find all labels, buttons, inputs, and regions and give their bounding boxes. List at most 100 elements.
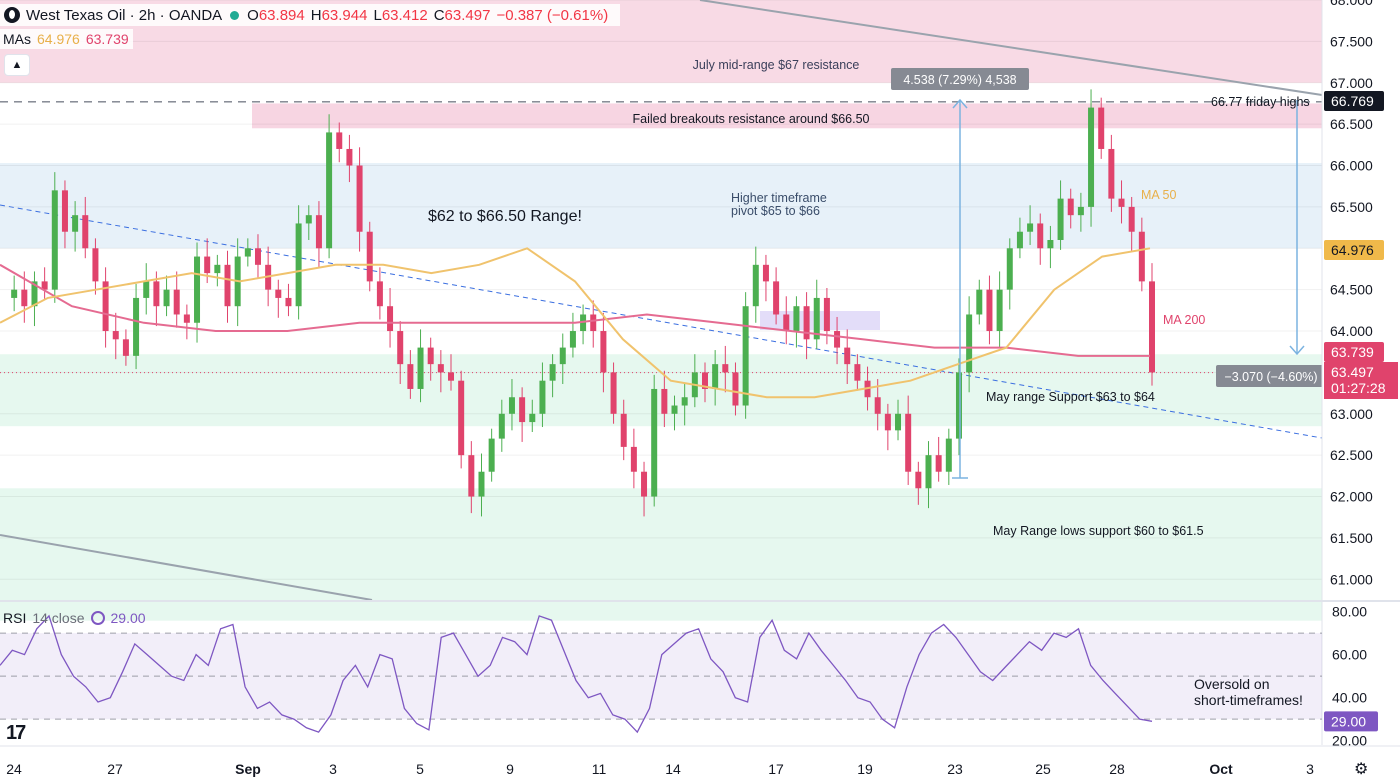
candle-body — [854, 364, 861, 381]
rsi-badge — [1324, 711, 1378, 732]
last-price-text: 63.497 — [1331, 364, 1374, 380]
rsi-badge-text: 29.00 — [1331, 713, 1366, 729]
candle-body — [305, 215, 312, 224]
candle-body — [590, 314, 597, 332]
symbol-title[interactable]: West Texas Oil · 2h · OANDA — [26, 6, 223, 24]
candle-body — [153, 281, 160, 307]
ma200-label: MA 200 — [1163, 313, 1205, 327]
candle-body — [783, 314, 790, 332]
candle-body — [21, 289, 28, 307]
price-badge — [1324, 342, 1384, 362]
price-tick-label: 62.500 — [1330, 447, 1373, 463]
candle-body — [955, 372, 962, 439]
candle-body — [701, 372, 708, 389]
price-tick-label: 64.500 — [1330, 282, 1373, 298]
rsi-legend[interactable]: RSI 14 close 29.00 — [3, 610, 146, 626]
low-value: 63.412 — [381, 6, 428, 24]
failed-breakouts-label: Failed breakouts resistance around $66.5… — [633, 112, 870, 126]
candle-body — [366, 231, 373, 282]
pivot-label: pivot $65 to $66 — [731, 204, 820, 218]
price-badge-text: 64.976 — [1331, 242, 1374, 258]
time-tick-label: 27 — [107, 761, 123, 777]
candle-body — [82, 215, 89, 249]
price-tick-label: 61.000 — [1330, 571, 1373, 587]
candle-body — [620, 413, 627, 447]
measure-up-text: 4.538 (7.29%) 4,538 — [903, 73, 1016, 87]
july-resistance-label: July mid-range $67 resistance — [693, 58, 860, 72]
high-value: 63.944 — [321, 6, 368, 24]
open-value: 63.894 — [258, 6, 305, 24]
candle-body — [539, 380, 546, 414]
price-tick-label: 67.000 — [1330, 75, 1373, 91]
zone-5 — [0, 488, 1322, 621]
ma-legend[interactable]: MAs 64.976 63.739 — [0, 29, 133, 49]
rsi-pane[interactable]: 20.00 40.00 60.00 80.00 29.00 Oversold onshor… — [0, 600, 1400, 749]
chevron-up-icon: ▲ — [11, 59, 23, 71]
candle-body — [549, 364, 556, 381]
candle-body — [630, 446, 637, 472]
candle-body — [315, 215, 322, 249]
change-value: −0.387 (−0.61%) — [496, 6, 609, 24]
price-tick-label: 63.000 — [1330, 406, 1373, 422]
trendlines-layer — [0, 0, 1323, 601]
candles-layer — [11, 89, 1155, 517]
candle-body — [966, 314, 973, 373]
candle-body — [427, 347, 434, 365]
candle-body — [813, 297, 820, 340]
candle-body — [1138, 231, 1145, 282]
candle-body — [1128, 206, 1135, 232]
candle-body — [387, 306, 394, 332]
candle-body — [915, 471, 922, 489]
candle-body — [732, 372, 739, 406]
candle-body — [285, 297, 292, 307]
candle-body — [468, 455, 475, 497]
descending-dashed-trendline — [0, 204, 1323, 439]
oversold-label-2: short-timeframes! — [1194, 692, 1303, 708]
candle-body — [275, 289, 282, 298]
candle-body — [498, 413, 505, 439]
candle-body — [874, 397, 881, 414]
measure-down-box — [1216, 365, 1326, 387]
price-tick-label: 68.000 — [1330, 0, 1373, 8]
measure-up-arrow — [952, 98, 968, 109]
candle-body — [295, 223, 302, 307]
rsi-params: 14 close — [32, 610, 85, 626]
candle-body — [51, 190, 58, 290]
candle-body — [752, 264, 759, 307]
time-tick-label: 23 — [947, 761, 963, 777]
candle-body — [1047, 240, 1054, 249]
candle-body — [529, 413, 536, 423]
candle-body — [204, 256, 211, 274]
candle-body — [72, 215, 79, 232]
candle-body — [823, 297, 830, 332]
time-tick-label: Sep — [235, 761, 261, 777]
candle-body — [31, 281, 38, 307]
candle-body — [173, 289, 180, 315]
ma-legend-label: MAs — [3, 31, 31, 47]
last-price-badge — [1324, 362, 1398, 382]
time-tick-label: Oct — [1209, 761, 1233, 777]
close-value: 63.497 — [444, 6, 491, 24]
candle-body — [935, 455, 942, 472]
time-tick-label: 17 — [768, 761, 784, 777]
collapse-legend-button[interactable]: ▲ — [4, 54, 30, 76]
ma50-label: MA 50 — [1141, 188, 1176, 202]
market-open-icon — [230, 10, 240, 20]
range-label: $62 to $66.50 Range! — [428, 208, 582, 225]
candle-body — [183, 314, 190, 323]
candle-body — [244, 248, 251, 257]
time-tick-label: 3 — [1306, 761, 1314, 777]
time-axis[interactable]: 24 27 Sep 3 5 9 11 14 17 19 23 25 28 Oct 3 — [0, 745, 1400, 777]
tradingview-logo-icon[interactable]: 17 — [6, 722, 26, 744]
candle-body — [1006, 248, 1013, 290]
refresh-icon[interactable] — [90, 611, 105, 625]
settings-gear-icon[interactable]: ⚙ — [1354, 761, 1369, 778]
time-tick-label: 9 — [506, 761, 514, 777]
price-axis[interactable]: 61.00061.50062.00062.50063.00063.50064.0… — [1321, 0, 1400, 745]
time-tick-label: 5 — [416, 761, 424, 777]
candle-body — [1077, 206, 1084, 216]
symbol-legend[interactable]: West Texas Oil · 2h · OANDA O 63.894 H 63.… — [0, 4, 621, 26]
zones-layer — [0, 0, 1322, 621]
rsi-tick-label: 60.00 — [1332, 647, 1367, 663]
